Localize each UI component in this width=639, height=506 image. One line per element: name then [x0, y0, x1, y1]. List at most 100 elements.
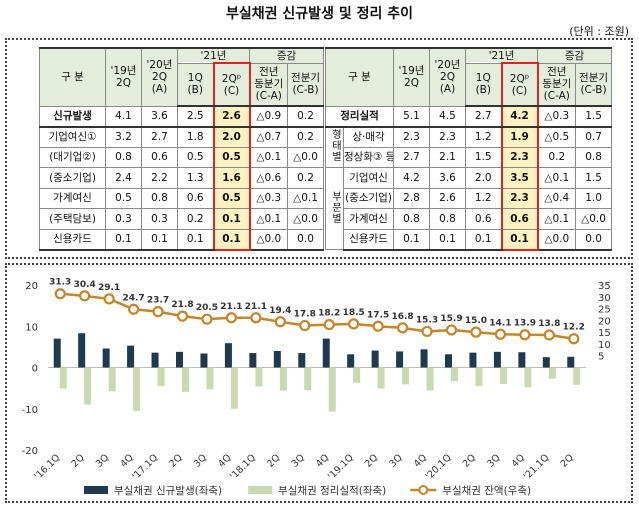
- corner-header: 구 분: [39, 47, 106, 107]
- cell: 3.2: [105, 126, 142, 148]
- cell: 2.5: [177, 105, 214, 128]
- data-row: 형태별 상·매각 2.3 2.3 1.2 1.9 △0.5 0.7: [325, 126, 613, 168]
- row-label: (대기업②): [39, 146, 106, 168]
- column-header: 전분기 (C-B): [575, 62, 613, 107]
- cell: 2.0: [465, 167, 503, 189]
- line-marker: [519, 329, 531, 341]
- data-label: 21.1: [220, 302, 242, 312]
- header-text: (C): [511, 84, 528, 97]
- bar: [255, 367, 263, 387]
- cell: 1.0: [575, 187, 613, 209]
- data-row: 신규발생 4.1 3.6 2.5 2.6 △0.9 0.2: [39, 105, 325, 128]
- bar: [426, 367, 434, 391]
- bar: [108, 367, 116, 392]
- header-text: 2Q: [404, 77, 419, 90]
- group-text: 부문별: [329, 190, 341, 224]
- header-text: '20년: [434, 59, 461, 72]
- cell: 0.2: [287, 167, 325, 189]
- cell: 0.2: [287, 105, 325, 128]
- header-text: (C-A): [543, 90, 570, 103]
- column-header: '19년 2Q: [105, 47, 142, 107]
- bar: [279, 367, 287, 391]
- cell: △0.1: [249, 208, 289, 230]
- x-tick-label: 2Q: [167, 452, 184, 469]
- bar: [273, 351, 281, 368]
- line-marker: [323, 318, 335, 331]
- cell: 0.8: [429, 208, 467, 230]
- y-tick-label: 10: [25, 322, 38, 333]
- cell: 0.5: [105, 187, 142, 209]
- bar: [518, 352, 526, 368]
- data-label: 15.0: [465, 316, 487, 326]
- cell: 0.3: [105, 208, 142, 230]
- group-label: 부문별: [325, 167, 344, 250]
- column-header: 전분기 (C-B): [287, 62, 325, 107]
- y2-tick-label: 35: [598, 281, 611, 292]
- table-frame: [5, 38, 633, 259]
- line-marker: [225, 312, 238, 324]
- cell: 0.6: [177, 187, 214, 209]
- column-header: '19년 2Q: [393, 47, 431, 107]
- line-marker: [103, 293, 115, 305]
- bar: [451, 367, 458, 382]
- cell: △0.7: [249, 126, 289, 148]
- cell: △0.1: [537, 208, 577, 230]
- cell: 1.2: [465, 187, 503, 209]
- x-tick-label: 2Q: [363, 452, 380, 469]
- header-text: 동분기: [542, 78, 572, 91]
- cell: 0.2: [177, 208, 214, 230]
- table-head: 구 분 '19년 2Q '20년 2Q (A) '21년 증감 1Q (B) 2Qᵖ (C) 전년 동분기…: [39, 47, 325, 107]
- data-row: 정상화③ 등 2.7 2.1 1.5 2.3 0.2 0.8: [326, 146, 613, 168]
- data-row: (대기업②) 0.8 0.6 0.5 0.5 △0.1 △0.0: [39, 146, 325, 168]
- data-label: 14.1: [489, 318, 511, 328]
- line-marker: [201, 313, 213, 325]
- cell: 0.5: [212, 187, 251, 209]
- cell: △0.5: [537, 126, 577, 148]
- bar: [402, 367, 410, 385]
- data-label: 16.8: [391, 312, 413, 322]
- line-marker: [494, 328, 507, 340]
- y2-tick-label: 20: [598, 316, 611, 327]
- cell: 4.2: [500, 105, 539, 128]
- y2-tick-label: 15: [598, 328, 611, 339]
- cell: 2.3: [500, 146, 539, 168]
- cell: 1.2: [465, 126, 503, 148]
- cell: 0.0: [575, 228, 613, 251]
- cell: △0.3: [537, 105, 577, 128]
- cell: 2.8: [393, 187, 431, 209]
- cell: △0.6: [249, 167, 289, 189]
- bar: [396, 351, 404, 368]
- cell: 0.1: [105, 228, 142, 251]
- bar: [445, 354, 452, 368]
- row-label: (중소기업): [342, 187, 395, 209]
- data-label: 30.4: [74, 280, 96, 290]
- x-tick-label: '21.1Q: [522, 452, 552, 482]
- data-row: 가계여신 0.5 0.8 0.6 0.5 △0.3 △0.1: [39, 187, 325, 209]
- cell: 2.6: [429, 187, 467, 209]
- y2-tick-label: 5: [598, 352, 604, 363]
- cell: 1.8: [177, 126, 214, 148]
- cell: 0.6: [141, 146, 178, 168]
- cell: 3.6: [429, 167, 467, 189]
- row-label: 상·매각: [342, 126, 395, 148]
- cell: 1.6: [212, 167, 251, 189]
- line-marker: [274, 316, 286, 328]
- line-marker: [470, 326, 482, 338]
- data-label: 21.1: [245, 302, 267, 312]
- x-tick-label: 4Q: [216, 452, 233, 469]
- legend-label: 부실채권 정리실적(좌축): [278, 485, 386, 497]
- column-header: '20년 2Q (A): [141, 47, 178, 107]
- cell: 2.3: [429, 126, 467, 148]
- line-marker: [176, 310, 189, 322]
- header-row: 1Q (B) 2Qᵖ (C) 전년 동분기 (C-A) 전분기 (C-B): [326, 62, 613, 107]
- table-head: 구 분 '19년 2Q '20년 2Q (A) '21년 증감 1Q (B) 2Qᵖ (C) 전년 동분기…: [324, 47, 613, 107]
- cell: 0.0: [287, 228, 325, 251]
- bar: [328, 367, 336, 412]
- header-text: (C): [223, 84, 240, 97]
- bar: [542, 357, 550, 368]
- column-header: 2Qᵖ (C): [212, 62, 251, 107]
- cell: 2.1: [429, 146, 467, 168]
- row-label: 기업여신①: [39, 126, 106, 148]
- bar: [230, 367, 238, 409]
